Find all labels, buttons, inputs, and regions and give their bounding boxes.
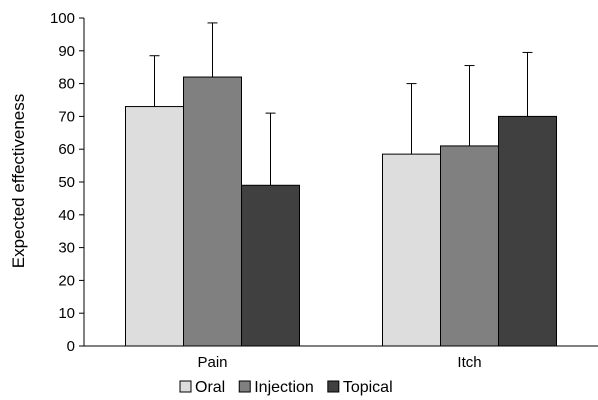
y-tick-label: 100 (50, 10, 75, 27)
y-tick-label: 50 (58, 174, 75, 191)
bar-oral-pain (125, 106, 184, 347)
bar-topical-itch (498, 115, 557, 347)
legend-swatch-injection (238, 380, 251, 393)
legend-label-injection: Injection (254, 379, 314, 396)
y-tick-label: 90 (58, 43, 75, 60)
bar-oral-itch (382, 153, 441, 347)
y-tick-label: 0 (67, 338, 75, 355)
error-bars (149, 22, 533, 186)
y-tick-label: 30 (58, 240, 75, 257)
legend-label-oral: Oral (195, 379, 225, 396)
y-axis-label-group: Expected effectiveness (9, 94, 28, 269)
category-label-pain: Pain (197, 354, 227, 371)
y-axis-label: Expected effectiveness (9, 94, 28, 269)
bars (125, 76, 557, 347)
legend: Oral Injection Topical (179, 379, 393, 396)
bar-injection-pain (183, 76, 242, 347)
bar-injection-itch (440, 145, 499, 347)
y-tick-label: 40 (58, 207, 75, 224)
category-labels: Pain Itch (197, 354, 481, 371)
legend-item-injection: Injection (238, 379, 314, 396)
y-tick-label: 10 (58, 305, 75, 322)
legend-item-topical: Topical (327, 379, 393, 396)
legend-label-topical: Topical (343, 379, 393, 396)
legend-swatch-topical (327, 380, 340, 393)
y-axis-ticks: 0 10 20 30 40 50 60 70 80 90 100 (50, 10, 84, 355)
legend-swatch-oral (179, 380, 192, 393)
y-tick-label: 60 (58, 141, 75, 158)
y-tick-label: 20 (58, 272, 75, 289)
y-tick-label: 70 (58, 108, 75, 125)
y-tick-label: 80 (58, 76, 75, 93)
bar-topical-pain (241, 184, 300, 347)
category-label-itch: Itch (457, 354, 481, 371)
legend-item-oral: Oral (179, 379, 225, 396)
